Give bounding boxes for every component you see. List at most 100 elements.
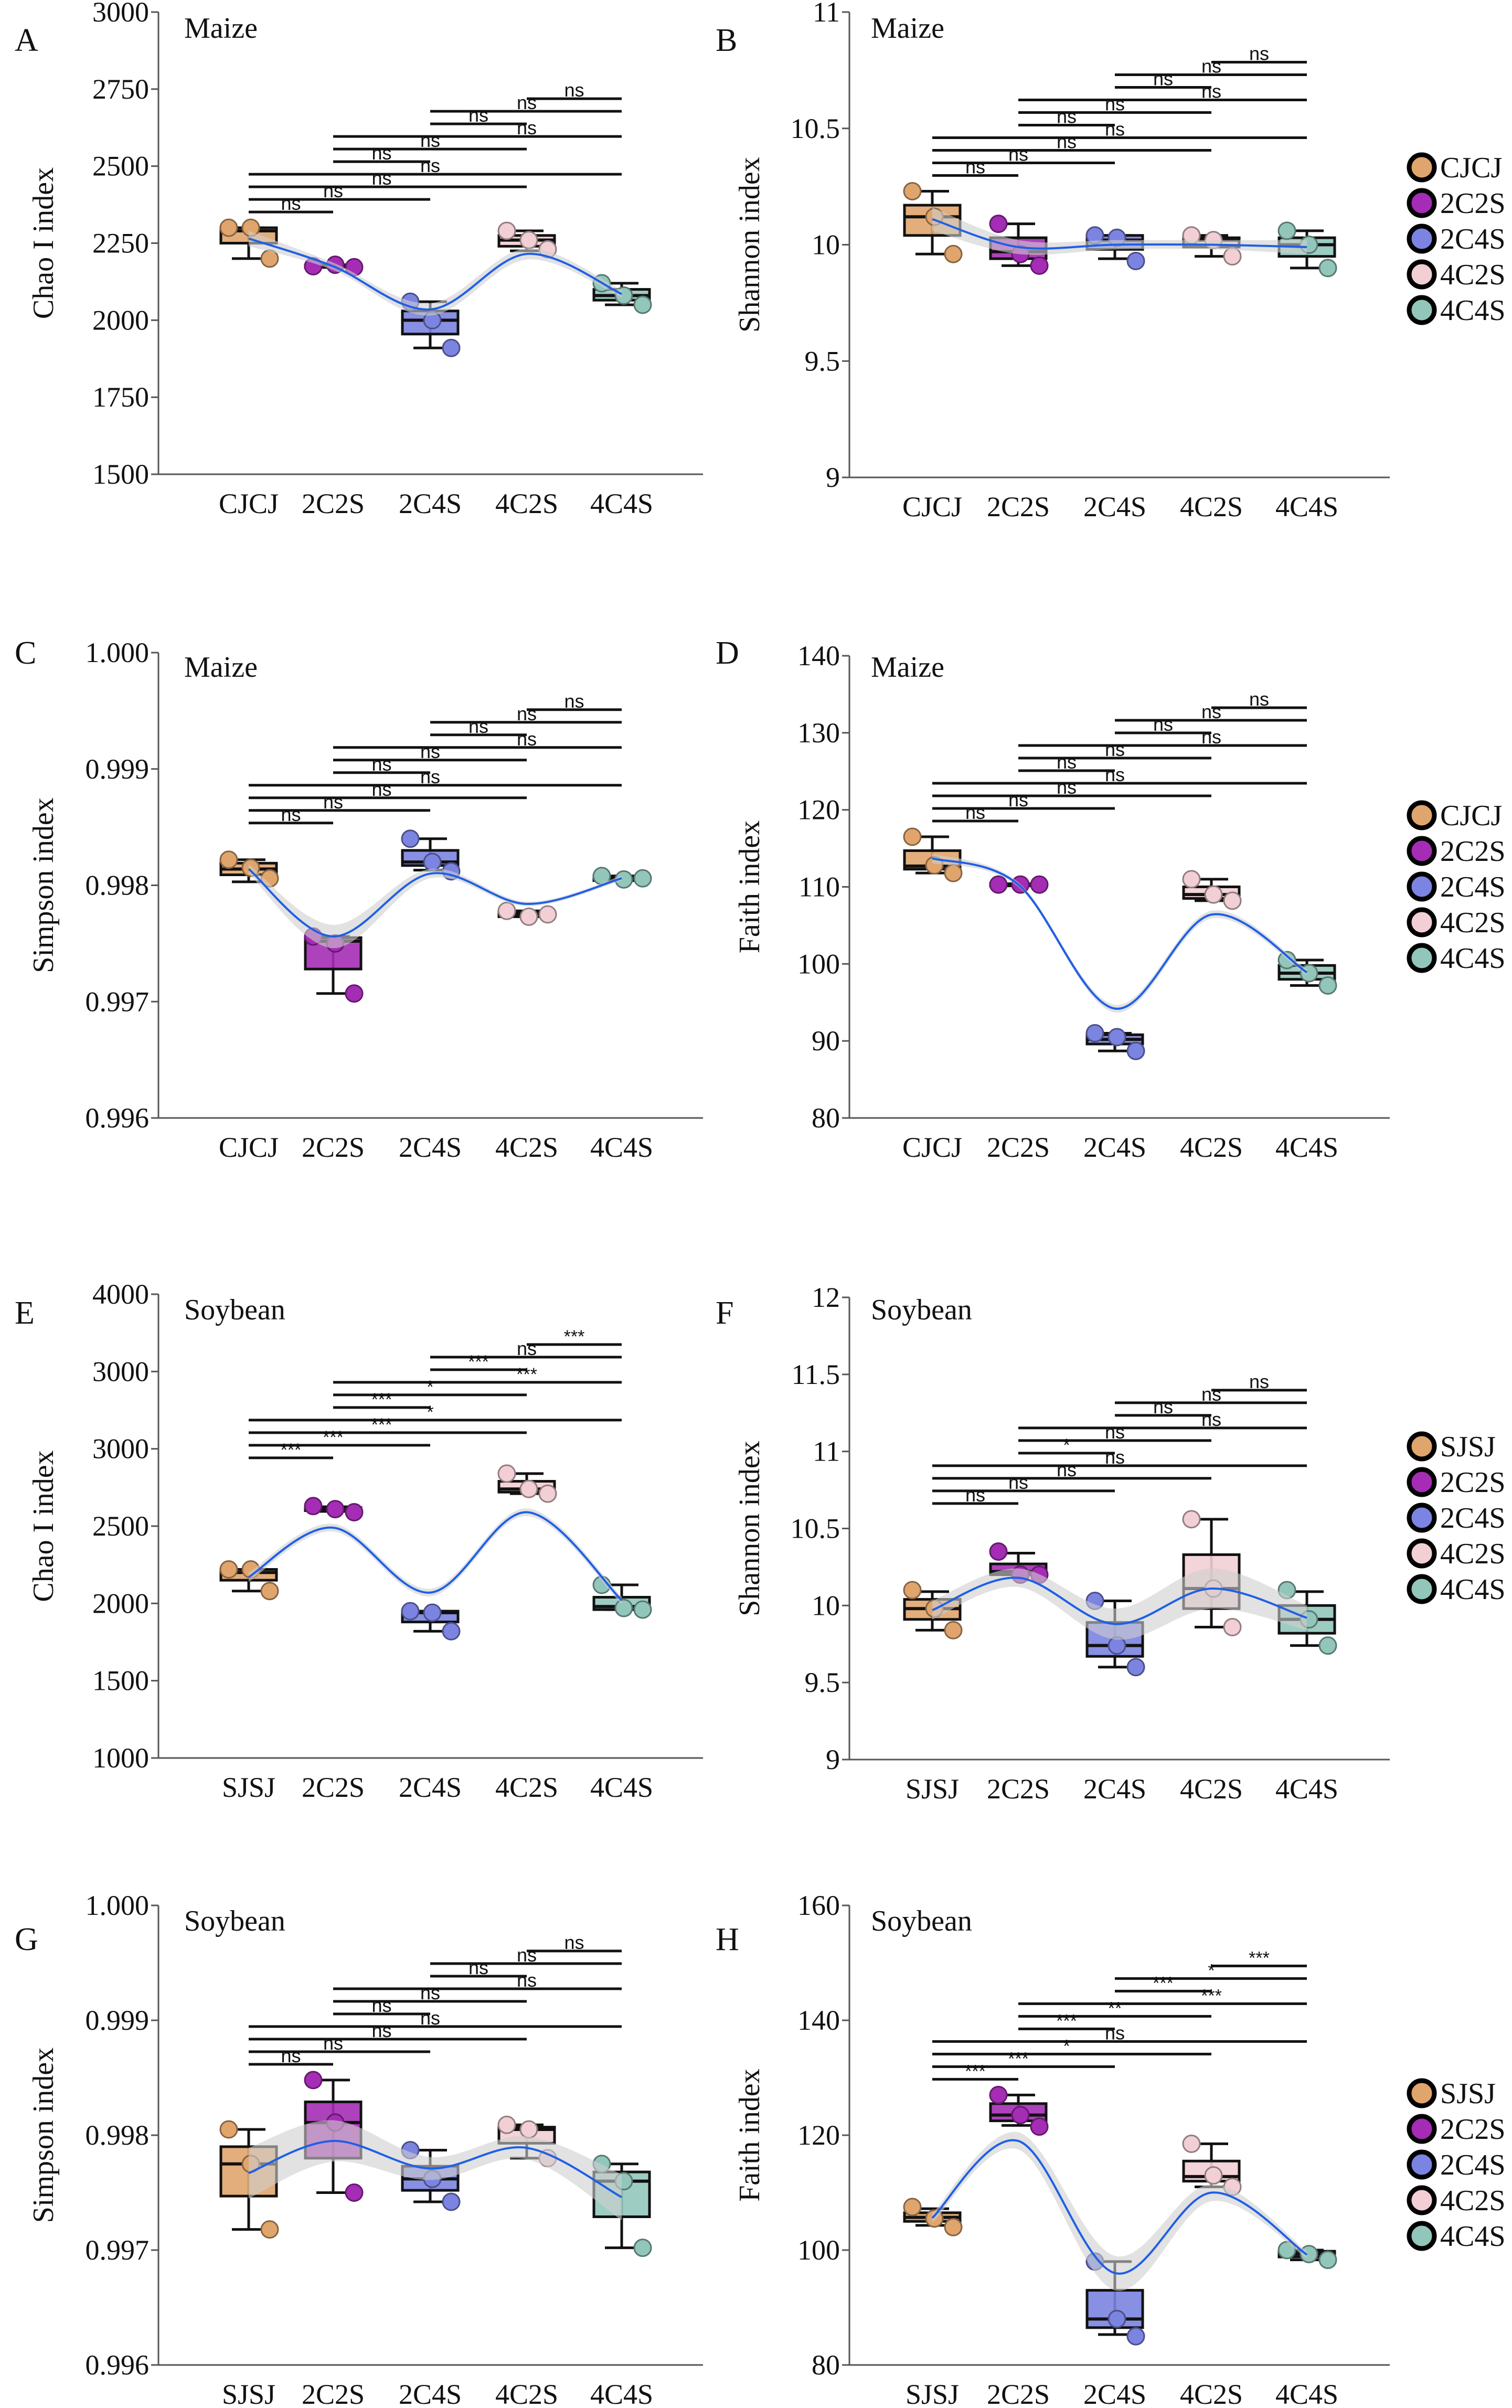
x-tick-label: 2C4S [1083,1132,1146,1163]
data-point [903,2198,922,2217]
y-axis-label: Faith index [733,821,766,954]
x-tick-label: 4C4S [1275,2379,1338,2408]
significance-label: ns [323,2032,343,2054]
data-point [497,1464,516,1483]
panel-letter: A [15,23,38,58]
x-tick-label: 4C4S [590,1772,653,1803]
x-tick-label: 4C4S [1275,491,1338,523]
data-point [1318,259,1337,278]
box-sjsj [219,1560,279,1601]
significance-label: ns [420,155,440,176]
box-2c4s [401,1602,461,1640]
significance-label: ns [468,104,488,126]
y-tick-label: 0.996 [86,2349,150,2381]
x-tick-label: 4C4S [590,1132,653,1163]
data-point [1126,2327,1145,2346]
panel-g: G Soybean Simpson index 0.996 0.997 0.998 0.99… [15,1890,703,2408]
significance-label: ns [1105,1446,1125,1468]
x-tick-label: 2C4S [399,1772,462,1803]
data-point [538,905,557,924]
data-point [1223,1617,1242,1636]
significance-label: *** [281,1440,302,1460]
data-point [442,2192,461,2211]
legend-swatch [1407,1467,1437,1497]
significance-label: ns [468,716,488,737]
y-tick-label: 0.997 [86,2234,150,2266]
x-tick-label: 4C2S [1180,491,1243,523]
x-tick-label: CJCJ [902,1132,962,1163]
data-point [260,2220,279,2239]
significance-label: ns [1201,701,1221,722]
significance-label: ns [1008,1472,1028,1493]
significance-label: ns [517,1969,537,1991]
y-tick-label: 2000 [92,1587,149,1619]
crop-label: Soybean [871,1294,972,1326]
panel-letter: C [15,635,36,671]
x-tick-label: 4C2S [1180,1773,1243,1805]
fit-line [248,237,622,311]
y-tick-label: 160 [797,1890,840,1921]
panel-letter: E [15,1295,35,1331]
significance-label: * [427,1377,433,1397]
data-point [633,1600,652,1619]
significance-label: *** [323,1427,344,1447]
significance-label: *** [1201,1986,1222,2006]
significance-label: *** [1153,1973,1174,1993]
legend-swatch [1407,943,1437,973]
data-point [903,827,922,846]
panel-c: C Maize Simpson index 0.996 0.997 0.998 0.999 1… [15,635,703,1163]
significance-label: ns [517,92,537,113]
significance-label: ns [371,779,391,800]
data-point [944,864,963,882]
data-point [1204,2166,1223,2185]
significance-label: ns [965,802,985,823]
significance-label: ns [1105,739,1125,760]
box-2c2s [304,1497,364,1521]
data-point [989,215,1008,233]
legend-label: 4C4S [1440,942,1506,975]
crop-label: Maize [184,12,258,45]
significance-label: ns [371,1995,391,2016]
significance-label: ns [517,728,537,750]
significance-label: *** [1056,2011,1077,2031]
confidence-ribbon [932,207,1307,255]
y-tick-label: 3000 [92,1356,149,1387]
confidence-ribbon [932,1568,1307,1640]
x-tick-label: CJCJ [219,488,279,519]
legend-label: CJCJ [1440,800,1502,832]
legend-label: SJSJ [1440,1431,1496,1463]
significance-label: ns [420,2007,440,2029]
significance-label: *** [1008,2049,1029,2069]
x-tick-label: 4C4S [1275,1773,1338,1805]
significance-label: ns [323,180,343,201]
box-2c4s [401,829,461,881]
x-tick-label: 4C2S [495,1132,558,1163]
significance-label: ns [564,690,584,712]
data-point [944,1621,963,1639]
x-tick-label: CJCJ [902,491,962,523]
y-axis-label: Shannon index [733,157,766,332]
x-tick-label: 2C4S [399,2379,462,2408]
legend-swatch [1407,2149,1437,2180]
x-tick-label: 4C4S [590,488,653,519]
legend-swatch [1407,2114,1437,2144]
data-point [1030,875,1049,894]
panel-letter: H [716,1922,739,1957]
data-point [345,1503,364,1521]
significance-label: ns [281,804,301,825]
y-tick-label: 0.999 [86,753,150,785]
fit-line [248,1511,623,1601]
x-tick-label: 4C2S [1180,1132,1243,1163]
data-point [260,1582,279,1601]
fit-line [932,857,1308,1010]
data-point [519,1479,538,1498]
fit-line [931,2139,1308,2275]
y-tick-label: 2000 [92,304,149,336]
legend-label: 2C2S [1440,2113,1506,2146]
significance-label: ns [281,2045,301,2066]
confidence-ribbon [249,864,622,949]
